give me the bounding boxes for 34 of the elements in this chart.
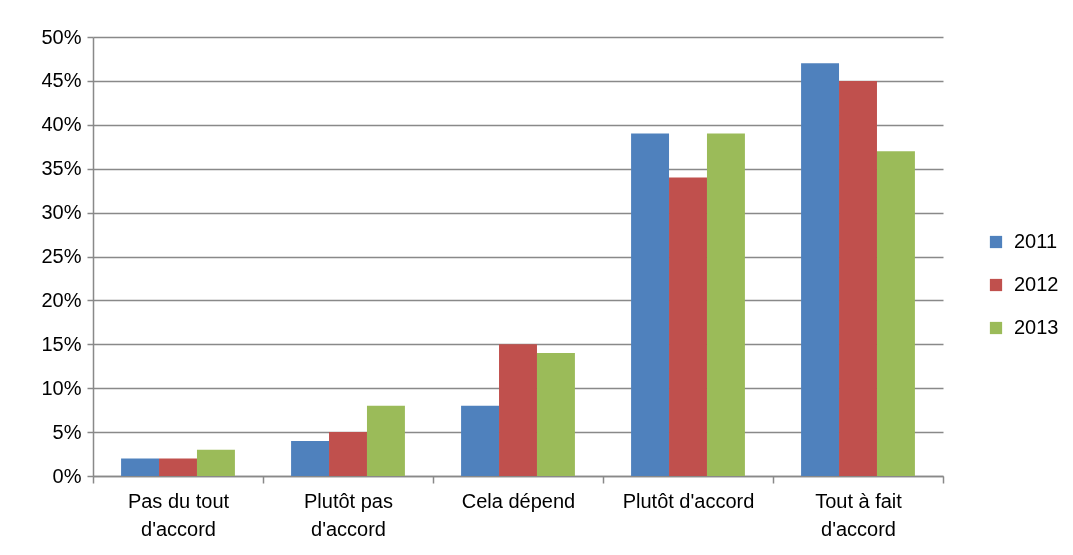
x-tick-label: Plutôt pas d'accord [304,489,393,540]
y-tick-label: 20% [41,288,82,311]
bar [706,133,745,476]
x-tick-label: Plutôt d'accord [622,489,755,512]
y-tick-label: 40% [41,113,82,136]
bar [329,432,367,476]
y-tick-label: 15% [41,332,82,355]
legend-label: 2013 [1014,316,1059,338]
bar [291,440,330,476]
x-tick-label: Pas du tout d'accord [127,489,230,540]
y-tick-label: 30% [41,201,82,224]
y-tick-label: 10% [41,376,82,399]
bar [839,80,877,476]
bar [536,353,575,476]
x-tick-label: Cela dépend [461,489,576,512]
bar [461,405,500,476]
bar [159,458,197,476]
y-tick-label: 45% [41,69,82,92]
y-tick-label: 25% [41,245,82,267]
bar [801,63,840,476]
bar [499,344,537,476]
bar [876,151,915,476]
y-tick-label: 35% [41,157,82,180]
legend-label: 2011 [1014,230,1058,252]
bar [196,449,235,476]
x-tick-label: Tout à fait d'accord [815,489,903,540]
y-tick-label: 50% [41,25,82,48]
y-tick-label: 5% [52,420,82,443]
legend-label: 2012 [1014,273,1059,295]
bar [121,458,160,476]
bar [669,177,707,476]
y-tick-label: 0% [52,464,82,487]
bar [366,405,405,476]
bar [631,133,670,476]
